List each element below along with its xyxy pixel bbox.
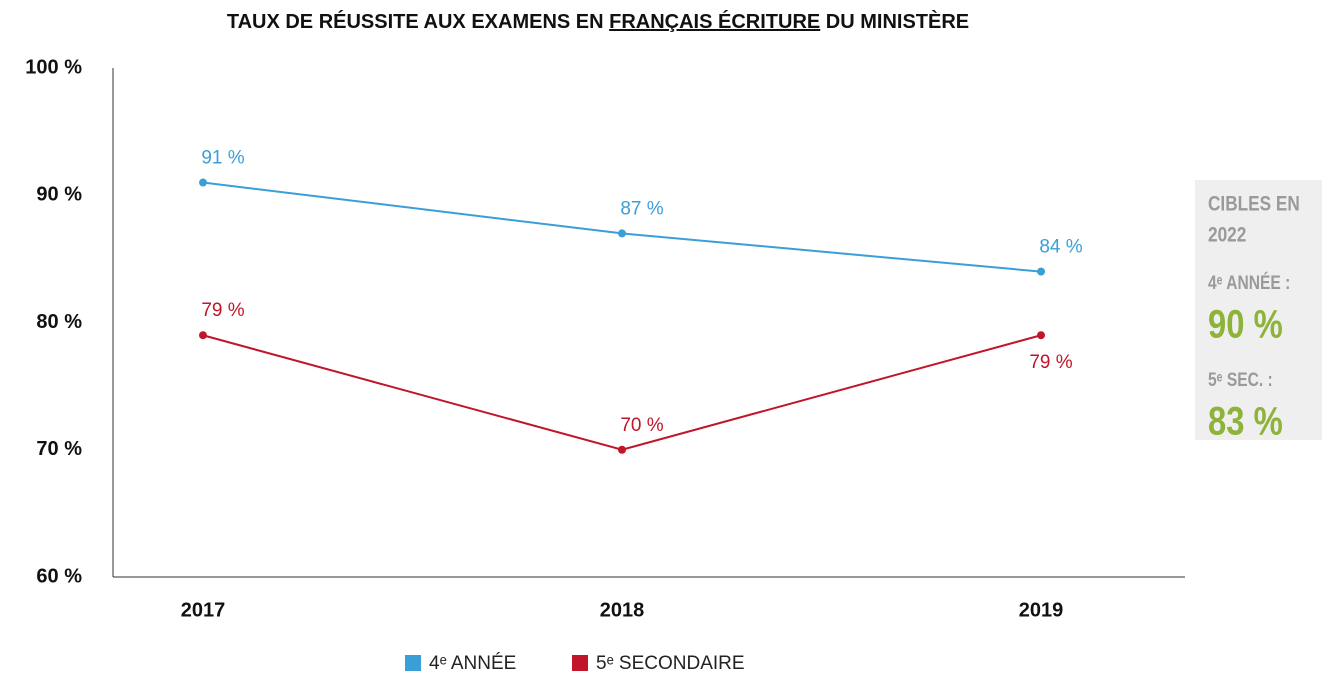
data-point — [618, 229, 626, 238]
legend-label: 4ᵉ ANNÉE — [429, 653, 516, 674]
data-label: 79 % — [1029, 352, 1072, 373]
legend-label: 5ᵉ SECONDAIRE — [596, 653, 745, 674]
target-value: 83 % — [1208, 398, 1283, 443]
data-label: 79 % — [201, 300, 244, 321]
target-value: 90 % — [1208, 301, 1283, 346]
data-point — [1037, 267, 1045, 276]
y-tick-label: 80 % — [36, 311, 82, 333]
series-line — [202, 181, 1042, 273]
y-tick-label: 90 % — [36, 184, 82, 206]
title-part: TAUX DE RÉUSSITE AUX EXAMENS EN — [227, 10, 609, 33]
title-part: DU MINISTÈRE — [820, 10, 969, 33]
targets-title: 2022 — [1208, 224, 1246, 247]
x-tick-label: 2017 — [181, 599, 226, 621]
data-label: 70 % — [620, 415, 663, 436]
chart-title: TAUX DE RÉUSSITE AUX EXAMENS EN FRANÇAIS… — [227, 10, 969, 33]
data-label: 91 % — [201, 148, 244, 169]
legend-swatch — [405, 655, 421, 671]
target-label: 4ᵉ ANNÉE : — [1208, 272, 1290, 294]
y-tick-label: 100 % — [25, 56, 82, 78]
targets-box — [1195, 180, 1322, 440]
data-label: 87 % — [620, 198, 663, 219]
target-label: 5ᵉ SEC. : — [1208, 369, 1273, 391]
x-tick-label: 2018 — [600, 599, 645, 621]
data-point — [199, 331, 207, 340]
data-point — [618, 445, 626, 454]
legend-swatch — [572, 655, 588, 671]
data-point — [199, 178, 207, 187]
data-point — [1037, 331, 1045, 340]
targets-title: CIBLES EN — [1208, 193, 1300, 216]
y-tick-label: 60 % — [36, 565, 82, 587]
x-tick-label: 2019 — [1019, 599, 1064, 621]
targets: CIBLES EN 2022 4ᵉ ANNÉE : 90 % 5ᵉ SEC. : 83 % — [1208, 193, 1300, 443]
y-tick-label: 70 % — [36, 438, 82, 460]
title-part: FRANÇAIS ÉCRITURE — [609, 10, 820, 33]
data-label: 84 % — [1039, 237, 1082, 258]
